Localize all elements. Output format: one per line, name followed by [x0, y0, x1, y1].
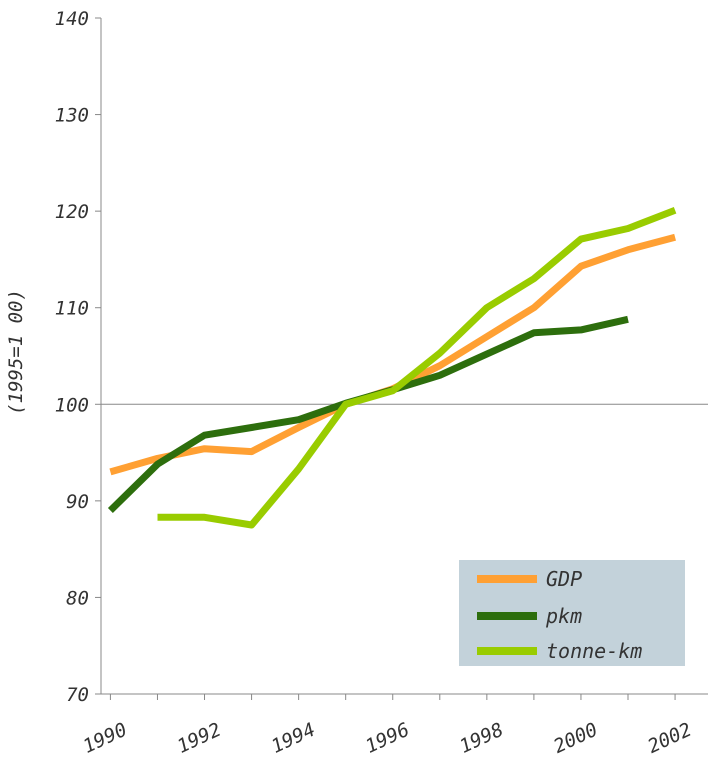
legend-label-tonne-km: tonne-km — [546, 639, 642, 663]
legend-items: GDP pkm tonne-km — [477, 567, 642, 663]
x-axis-ticks: 1990 1992 1994 1996 1998 2000 2002 — [80, 694, 695, 758]
series-line-tonne-km — [157, 206, 677, 529]
legend-label-gdp: GDP — [546, 567, 582, 591]
series-lines — [107, 206, 677, 529]
y-tick-label: 140 — [55, 8, 89, 30]
y-axis-title: (1995=1 00) — [5, 289, 27, 415]
x-tick-label: 1992 — [174, 719, 225, 758]
y-tick-label: 110 — [55, 298, 89, 320]
y-tick-label: 130 — [55, 105, 89, 127]
y-tick-label: 100 — [55, 394, 89, 416]
y-tick-label: 120 — [55, 201, 89, 223]
x-tick-label: 2000 — [550, 719, 601, 758]
y-axis-ticks: 70 80 90 100 110 120 130 140 — [55, 8, 101, 706]
x-tick-label: 1996 — [362, 719, 413, 758]
y-tick-label: 90 — [66, 491, 89, 513]
x-tick-label: 2002 — [644, 719, 695, 758]
x-tick-label: 1998 — [456, 719, 507, 758]
legend-label-pkm: pkm — [545, 604, 582, 628]
y-tick-label: 80 — [66, 587, 89, 609]
series-line-pkm — [107, 315, 629, 513]
x-tick-label: 1990 — [80, 719, 131, 758]
legend: GDP pkm tonne-km — [459, 560, 685, 666]
series-line-gdp — [109, 233, 677, 476]
y-tick-label: 70 — [66, 684, 89, 706]
x-tick-label: 1994 — [268, 719, 319, 758]
